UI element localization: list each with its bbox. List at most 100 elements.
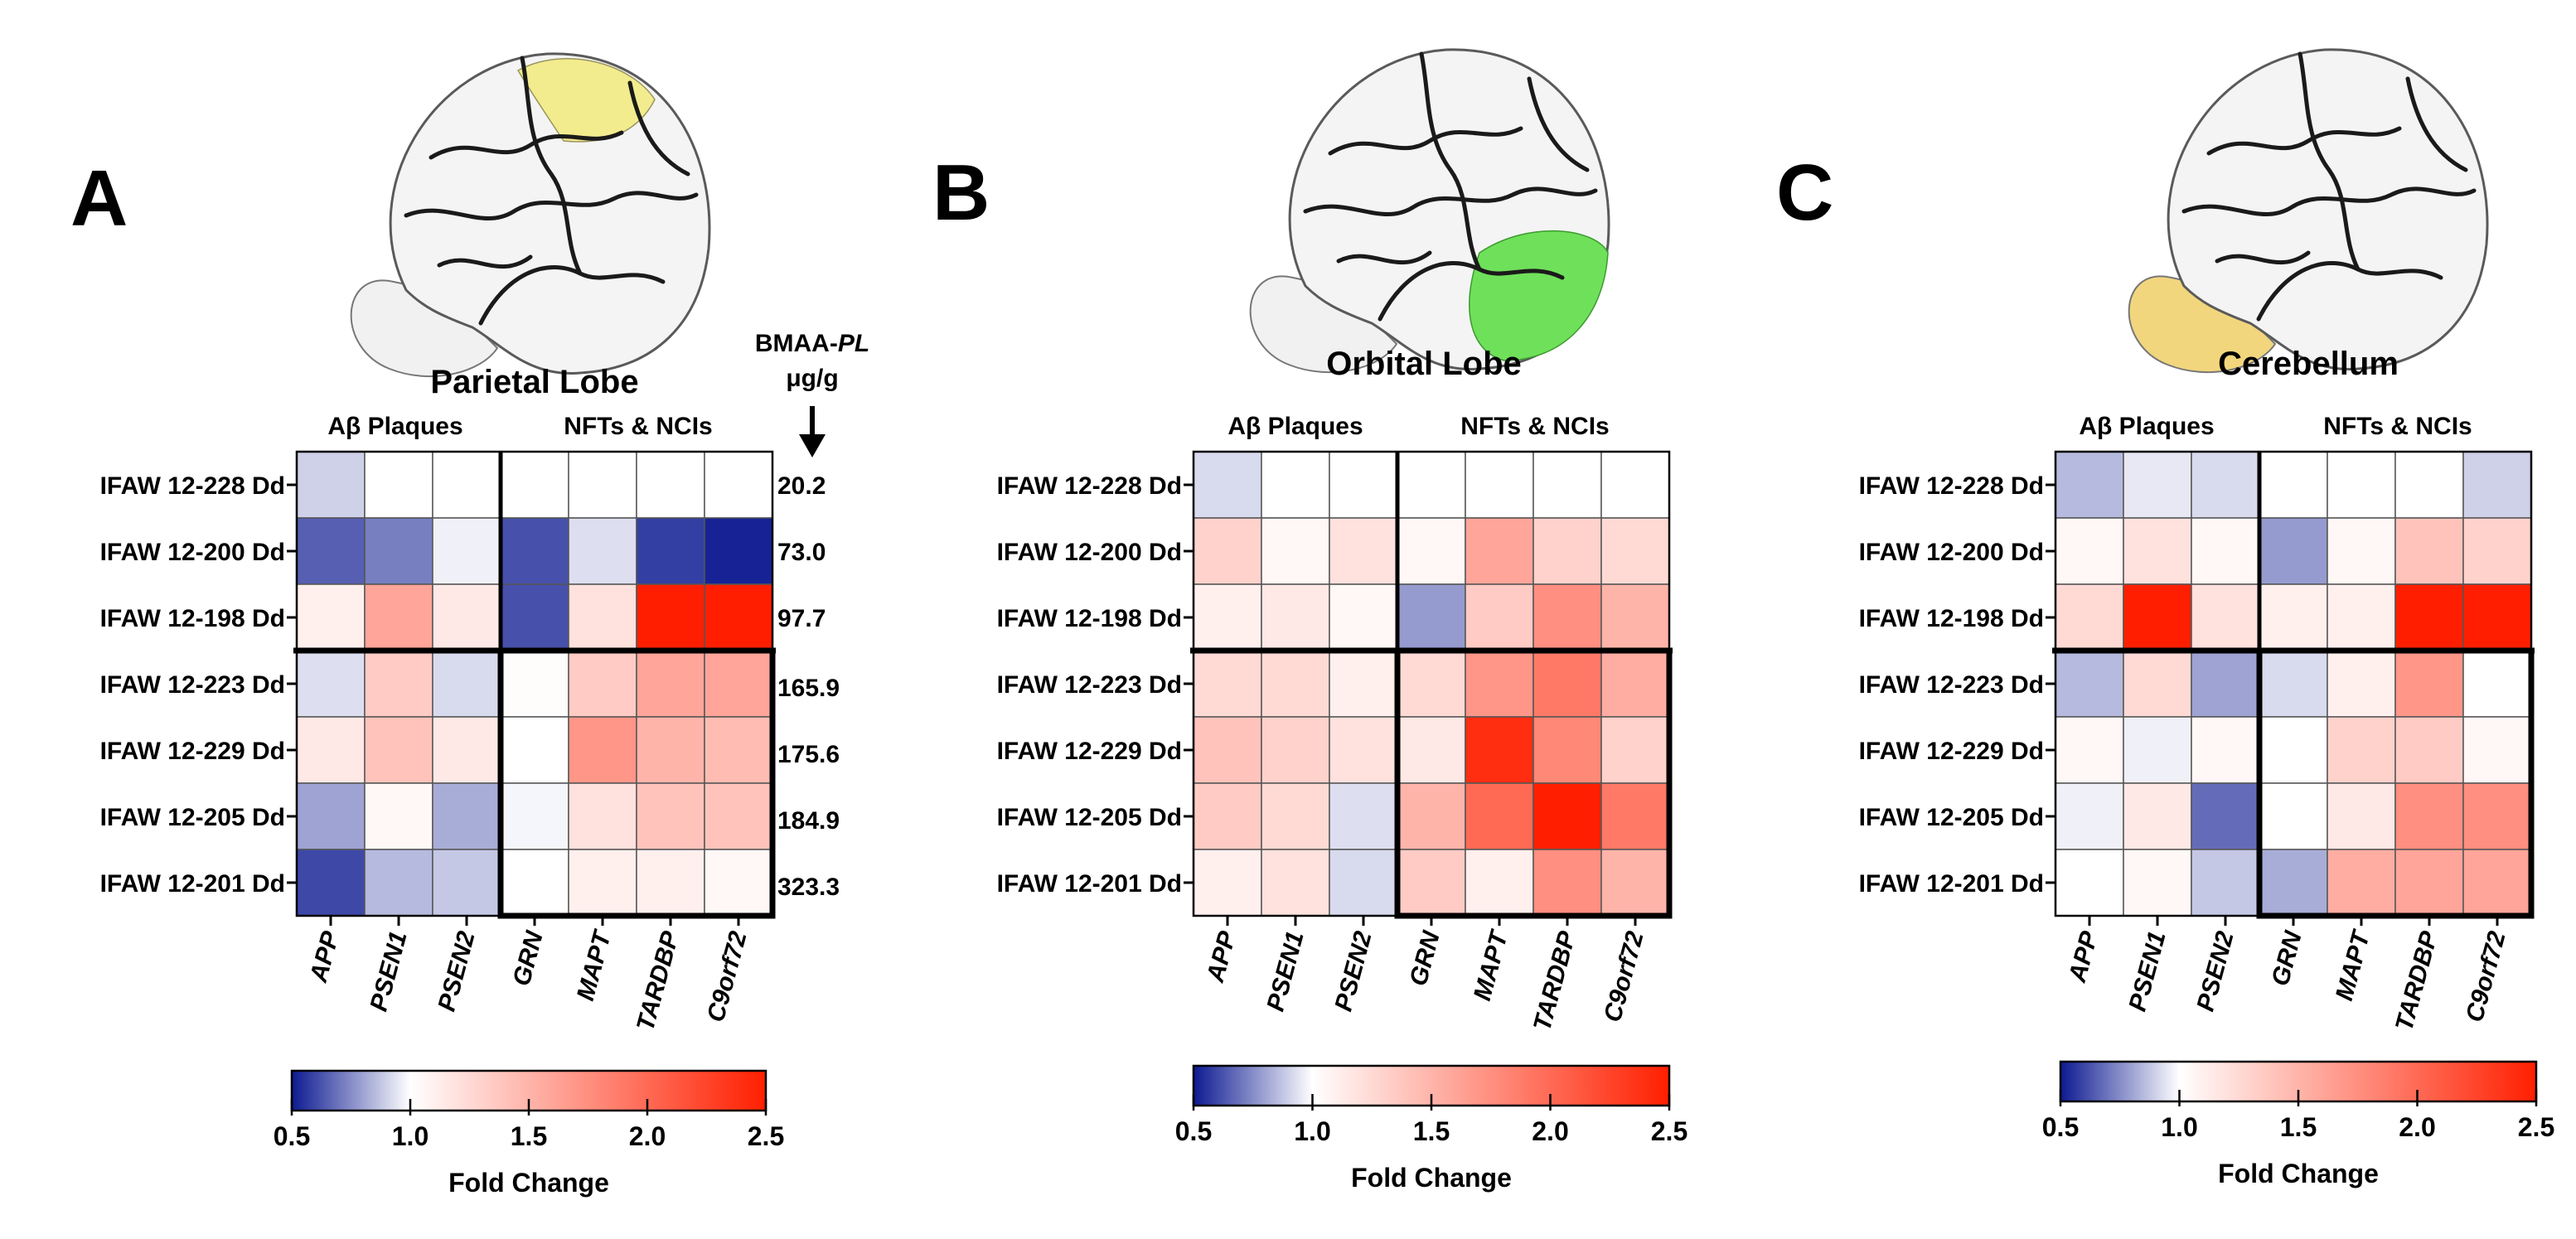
brain-fold <box>437 254 533 269</box>
colorbar: 0.5 1.0 1.5 2.0 2.5 Fold Change <box>274 1069 784 1198</box>
bmaa-value: 20.2 <box>777 472 826 500</box>
column-label: PSEN2 <box>2191 928 2239 1014</box>
heatmap-cell <box>2327 849 2396 917</box>
heatmap-cell <box>2327 517 2396 585</box>
colorbar-tick-label: 2.5 <box>748 1121 784 1151</box>
column-label: GRN <box>508 927 549 989</box>
heatmap-cell <box>432 517 501 585</box>
heatmap-cell <box>1329 716 1398 784</box>
row-label: IFAW 12-200 Dd <box>997 539 1182 566</box>
colorbar-label: Fold Change <box>448 1168 609 1198</box>
heatmap-cell <box>364 451 433 519</box>
column-label: GRN <box>1405 927 1445 989</box>
heatmap-cell <box>2191 451 2260 519</box>
heatmap: IFAW 12-228 Dd IFAW 12-200 Dd IFAW 12-198 … <box>1859 450 2535 1033</box>
heatmap-cell <box>364 782 433 850</box>
heatmap-cell <box>2259 782 2328 850</box>
column-label: APP <box>305 927 345 985</box>
row-label: IFAW 12-200 Dd <box>1859 539 2044 566</box>
column-label: TARDBP <box>632 927 685 1033</box>
panel-letter: C <box>1776 148 1833 237</box>
brain-fold <box>2215 250 2311 265</box>
heatmap-cell <box>1465 517 1534 585</box>
heatmap-cell <box>1600 650 1670 718</box>
bmaa-values: 20.2 73.0 97.7 165.9 175.6 184.9 323.3 <box>777 472 840 901</box>
heatmap-cell <box>1533 517 1602 585</box>
heatmap-cell <box>704 583 773 651</box>
heatmap-cell <box>2462 716 2532 784</box>
row-label: IFAW 12-205 Dd <box>1859 804 2044 831</box>
heatmap-cell <box>2191 716 2260 784</box>
heatmap-cell <box>2462 451 2532 519</box>
brain-fold <box>1328 126 1523 156</box>
heatmap-cell <box>636 782 705 850</box>
heatmap-cell <box>1600 517 1670 585</box>
heatmap-cell <box>1600 583 1670 651</box>
row-label: IFAW 12-198 Dd <box>100 605 285 632</box>
heatmap-cell <box>2191 849 2260 917</box>
brain-fold <box>2405 76 2468 172</box>
heatmap-cell <box>296 849 366 917</box>
colorbar-tick-label: 2.5 <box>1651 1116 1687 1146</box>
heatmap: IFAW 12-228 Dd IFAW 12-200 Dd IFAW 12-198 … <box>997 450 1673 1033</box>
heatmap-cell <box>364 650 433 718</box>
panel-b: B Orbital Lobe Aβ Plaques NFTs & NCIs IF… <box>932 48 1687 1193</box>
column-label: PSEN2 <box>433 928 480 1014</box>
heatmap-cell <box>296 451 366 519</box>
heatmap-cell <box>1397 517 1466 585</box>
heatmap-cell <box>2462 583 2532 651</box>
brain-drawing <box>1249 48 1610 374</box>
heatmap-cell <box>500 451 569 519</box>
heatmap-cell <box>500 782 569 850</box>
heatmap: IFAW 12-228 Dd IFAW 12-200 Dd IFAW 12-198 … <box>100 450 776 1033</box>
colorbar-tick-label: 2.5 <box>2518 1112 2554 1142</box>
heatmap-cell <box>1465 716 1534 784</box>
column-label: MAPT <box>1469 927 1514 1004</box>
heatmap-cell <box>432 451 501 519</box>
heatmap-cell <box>568 782 637 850</box>
row-label: IFAW 12-201 Dd <box>997 870 1182 898</box>
heatmap-cell <box>2259 451 2328 519</box>
group-label-nfts: NFTs & NCIs <box>564 413 712 440</box>
column-label: TARDBP <box>1528 927 1581 1033</box>
heatmap-cell <box>2055 451 2124 519</box>
brain-drawing <box>350 52 711 378</box>
heatmap-cell <box>296 517 366 585</box>
heatmap-cell <box>1465 451 1534 519</box>
heatmap-cell <box>1193 517 1262 585</box>
group-label-abeta: Aβ Plaques <box>1227 413 1363 440</box>
heatmap-cell <box>568 849 637 917</box>
row-label: IFAW 12-201 Dd <box>1859 870 2044 898</box>
brain-fold <box>429 130 624 160</box>
colorbar-tick-label: 2.0 <box>2399 1112 2435 1142</box>
heatmap-cell <box>2462 517 2532 585</box>
heatmap-cell <box>432 716 501 784</box>
heatmap-cell <box>1533 782 1602 850</box>
row-label: IFAW 12-228 Dd <box>997 472 1182 500</box>
heatmap-cell <box>1193 849 1262 917</box>
row-label: IFAW 12-223 Dd <box>100 671 285 699</box>
heatmap-cell <box>1329 782 1398 850</box>
heatmap-cell <box>1533 451 1602 519</box>
heatmap-cell <box>2394 650 2464 718</box>
row-label: IFAW 12-229 Dd <box>997 738 1182 765</box>
heatmap-cell <box>2259 650 2328 718</box>
heatmap-cell <box>1397 716 1466 784</box>
row-label: IFAW 12-228 Dd <box>1859 472 2044 500</box>
brain-illustration-parietal <box>350 52 711 378</box>
heatmap-cell <box>1397 451 1466 519</box>
heatmap-cell <box>1329 583 1398 651</box>
column-label: TARDBP <box>2390 927 2443 1033</box>
heatmap-cell <box>1261 517 1330 585</box>
bmaa-value: 97.7 <box>777 605 826 632</box>
heatmap-cell <box>2394 451 2464 519</box>
heatmap-cell <box>2055 849 2124 917</box>
heatmap-cell <box>1465 849 1534 917</box>
brain-fold <box>1419 51 1482 272</box>
heatmap-cell <box>1329 451 1398 519</box>
heatmap-cell <box>1397 650 1466 718</box>
heatmap-cell <box>704 849 773 917</box>
heatmap-cell <box>1193 782 1262 850</box>
bmaa-value: 323.3 <box>777 874 840 901</box>
heatmap-cell <box>2259 849 2328 917</box>
